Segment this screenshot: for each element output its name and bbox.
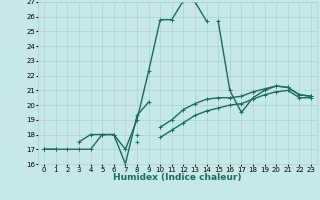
X-axis label: Humidex (Indice chaleur): Humidex (Indice chaleur) <box>113 173 242 182</box>
